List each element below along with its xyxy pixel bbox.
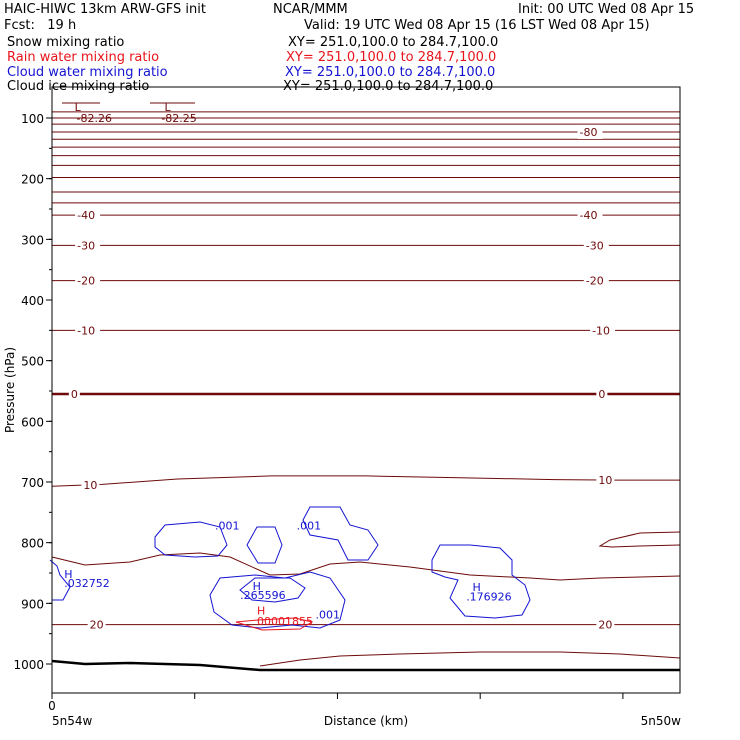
rain-contours <box>235 617 314 631</box>
temperature-extremum-label: -82.25 <box>161 112 196 125</box>
isotherm-label: -20 <box>77 275 95 288</box>
field-name-cloud-water: Cloud water mixing ratio <box>7 65 168 80</box>
isotherm-label: -30 <box>77 239 95 252</box>
isotherm-label-bg <box>590 323 616 338</box>
isotherm-label-bg <box>583 273 609 288</box>
y-tick-label: 500 <box>21 355 44 369</box>
field-name-rain: Rain water mixing ratio <box>7 50 160 65</box>
plot-border <box>51 86 681 694</box>
temperature-contours <box>51 102 681 667</box>
isotherm-label-bg <box>81 478 100 493</box>
y-tick-label: 600 <box>21 415 44 429</box>
cloud-water-label: .265596 <box>240 589 286 602</box>
isotherm-label: -80 <box>580 126 598 139</box>
cloud-water-label: H <box>253 580 261 593</box>
y-axis-label: Pressure (hPa) <box>3 347 17 433</box>
x-end-label: 5n50w <box>641 714 682 728</box>
terrain <box>51 659 680 672</box>
isotherm-label: 20 <box>598 619 612 632</box>
isotherm-label-bg <box>596 387 608 402</box>
y-tick-label: 300 <box>21 233 44 247</box>
isotherm-label: -10 <box>77 324 95 337</box>
cloud-water-contour <box>239 577 306 603</box>
cloud-water-contour <box>209 571 346 629</box>
temperature-extremum-label: L <box>164 101 171 114</box>
valid-time: Valid: 19 UTC Wed 08 Apr 15 (16 LST Wed … <box>304 18 650 33</box>
isotherm-boundary-a <box>51 552 681 581</box>
isotherm-label: 0 <box>71 388 78 401</box>
isotherm-label: -40 <box>77 209 95 222</box>
isotherm-label: -10 <box>592 324 610 337</box>
isotherm-label-bg <box>75 238 101 253</box>
field-name-snow: Snow mixing ratio <box>7 35 125 50</box>
y-tick-label: 800 <box>21 537 44 551</box>
cloud-water-label: .001 <box>215 519 240 532</box>
y-tick-label: 900 <box>21 597 44 611</box>
cloud-water-label: H <box>64 568 72 581</box>
field-xy-cloud-water: XY= 251.0,100.0 to 284.7,100.0 <box>285 65 496 80</box>
isotherm-label: -30 <box>586 239 604 252</box>
cloud-water-contour <box>302 506 379 561</box>
x-axis-label: Distance (km) <box>324 714 408 728</box>
x-start-label: 5n54w <box>52 714 93 728</box>
y-tick-label: 400 <box>21 294 44 308</box>
temperature-extremum-label: L <box>75 101 82 114</box>
isotherm-label: 0 <box>598 388 605 401</box>
cloud-water-contour <box>431 544 531 619</box>
cloud-water-label: .001 <box>315 609 340 622</box>
isotherm-label-bg <box>596 472 615 487</box>
isotherm-10 <box>51 475 680 487</box>
cloud-water-contours <box>49 506 531 629</box>
isotherm-label-bg <box>577 208 603 223</box>
plot-frame <box>46 86 681 699</box>
cloud-water-contour <box>154 521 228 558</box>
cloud-water-contour <box>49 559 71 601</box>
chart-title: HAIC-HIWC 13km ARW-GFS init <box>4 2 206 17</box>
isotherm-label-bg <box>68 387 80 402</box>
isotherm-surface <box>259 651 681 667</box>
center-label: NCAR/MMM <box>273 2 348 17</box>
forecast-hour: Fcst: 19 h <box>4 18 77 33</box>
isotherm-label-bg <box>87 617 106 632</box>
x-zero-label: 0 <box>48 699 56 713</box>
isotherm-label: 20 <box>90 619 104 632</box>
cloud-water-label: .176926 <box>466 590 512 603</box>
init-time: Init: 00 UTC Wed 08 Apr 15 <box>518 2 695 17</box>
isotherm-label: 10 <box>83 479 97 492</box>
temperature-extremum-label: -82.26 <box>77 112 112 125</box>
cloud-water-label: H <box>472 581 480 594</box>
isotherm-label-bg <box>75 208 101 223</box>
isotherm-label-bg <box>596 617 615 632</box>
rain-label: H <box>257 604 265 617</box>
isotherm-label-bg <box>583 238 609 253</box>
y-tick-label: 700 <box>21 476 44 490</box>
isotherm-label-bg <box>75 323 101 338</box>
rain-label: 00001855 <box>257 615 313 628</box>
terrain-line <box>51 659 680 672</box>
field-xy-snow: XY= 251.0,100.0 to 284.7,100.0 <box>288 35 499 50</box>
y-tick-label: 100 <box>21 112 44 126</box>
field-xy-rain: XY= 251.0,100.0 to 284.7,100.0 <box>286 50 497 65</box>
y-tick-label: 200 <box>21 173 44 187</box>
isotherm-wedge <box>598 531 681 548</box>
cloud-water-contour <box>246 526 283 564</box>
cloud-water-label: .032752 <box>64 577 110 590</box>
rain-contour <box>235 617 314 631</box>
cloud-water-label: .001 <box>297 519 322 532</box>
y-tick-label: 1000 <box>13 658 44 672</box>
isotherm-label: 10 <box>598 474 612 487</box>
isotherm-label: -20 <box>586 275 604 288</box>
isotherm-label: -40 <box>580 209 598 222</box>
isotherm-label-bg <box>75 273 101 288</box>
isotherm-label-bg <box>577 124 603 139</box>
chart-labels: -80 -40 -40 -30 -30 -20 -20 -10 -10 0 0 10 10 20 20 100… <box>3 101 681 728</box>
